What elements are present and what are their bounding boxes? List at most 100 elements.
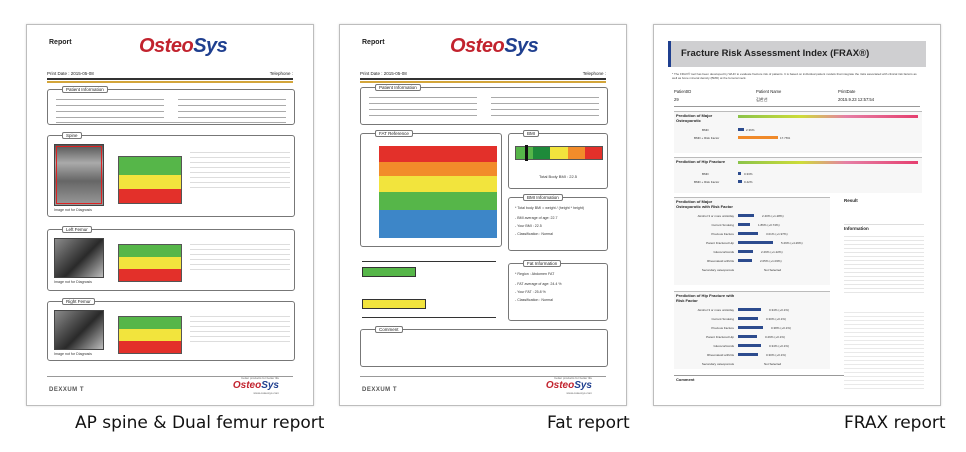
fat-bar-2 — [362, 299, 426, 309]
information-notes — [844, 309, 924, 390]
bmi-title: BMI — [523, 130, 540, 137]
comment-box: Comment — [360, 326, 608, 367]
col-print-date: PrintDate — [838, 89, 856, 94]
fat-report-thumbnail: Report OsteoSys Print Date : 2015-05-08 … — [339, 24, 627, 406]
fat-information-title: Fat Information — [523, 260, 562, 267]
footer-osteosys-logo: better products for better life OsteoSys… — [545, 376, 592, 395]
hip-rf-label: Current Smoking — [711, 317, 734, 321]
information-table — [844, 233, 924, 296]
frax-title-bar: Fracture Risk Assessment Index (FRAX®) — [668, 41, 926, 67]
right-femur-xray-image — [54, 310, 104, 350]
spine-box: Spine Image not for Diagnosis — [47, 132, 295, 217]
hip-rf-bar — [738, 353, 758, 356]
patient-name-value: 김한선 — [756, 97, 768, 102]
hip-rf-label: Secondary osteoporosis — [701, 362, 734, 366]
comment-title: Comment — [375, 326, 403, 333]
frax-comment-title: Comment — [676, 377, 695, 382]
hip-rf-bar — [738, 326, 763, 329]
print-meta: Print Date : 2015-05-08 Telephone : — [360, 71, 606, 76]
frax-patient-values: 29 김한선 2015.9.23 12:57:54 — [674, 97, 920, 107]
fat-reference-title: FAT Reference — [375, 130, 413, 137]
major-risk-factor-section: Prediction of Major Osteoporotic with Ri… — [674, 197, 830, 285]
hip-rf-bar — [738, 335, 757, 338]
right-femur-results-table — [190, 312, 290, 342]
major-rf-label: Rheumatoid arthritis — [707, 259, 734, 263]
frax-patient-header: PatientID Patient Name PrintDate — [674, 89, 920, 94]
spine-xray-image — [54, 144, 104, 206]
result-heading: Result — [844, 198, 858, 203]
bmi-information-title: BMI Information — [523, 194, 563, 201]
frax-title: Fracture Risk Assessment Index (FRAX®) — [681, 48, 870, 59]
spine-roi-box — [56, 146, 102, 204]
hip-rf-label: Previous fracture — [711, 326, 734, 330]
col-patient-name: Patient Name — [756, 89, 782, 94]
print-date-value: 2015.9.23 12:57:54 — [838, 97, 875, 102]
major-risk-factor-title: Prediction of Major Osteoporotic with Ri… — [676, 199, 733, 209]
fat-your: - Your FAT : 25.8 % — [515, 290, 546, 294]
hip-rf-value: Not Selected — [764, 362, 782, 366]
bmi-information-box: BMI Information * Total body BMI = weigh… — [508, 194, 608, 251]
major-rf-value: 2.05% (+1.03%) — [760, 259, 782, 263]
hip-rf-value: 0.30% (+0.1%) — [766, 317, 786, 321]
major-rf-value: 5.29% (+4.26%) — [781, 241, 803, 245]
dexxum-logo: DEXXUM T — [49, 387, 85, 393]
hip-rf-bar — [738, 308, 761, 311]
right-femur-box: Right Femur Image not for Diagnosis — [47, 298, 295, 361]
left-femur-results-table — [190, 240, 290, 270]
major-rf-bar — [738, 214, 754, 217]
left-femur-not-for-diagnosis: Image not for Diagnosis — [54, 280, 92, 284]
right-femur-title: Right Femur — [62, 298, 95, 305]
frax-right-column: Result Information — [844, 197, 924, 390]
spine-title: Spine — [62, 132, 82, 139]
major-bmd-rf-bar — [738, 136, 778, 139]
left-femur-reference-chart — [118, 244, 182, 282]
footer-osteosys-logo: better products for better life OsteoSys… — [232, 376, 279, 395]
left-femur-title: Left Femur — [62, 226, 92, 233]
report-label: Report — [49, 39, 72, 46]
major-rf-bar — [738, 241, 773, 244]
major-rf-bar — [738, 232, 758, 235]
fat-bars-box — [362, 255, 502, 321]
print-meta: Print Date : 2015-05-08 Telephone : — [47, 71, 293, 76]
spine-not-for-diagnosis: Image not for Diagnosis — [54, 208, 92, 212]
caption-frax: FRAX report — [844, 413, 946, 433]
major-bmd-bar — [738, 128, 744, 131]
dexxum-logo: DEXXUM T — [362, 387, 398, 393]
frax-report-thumbnail: Fracture Risk Assessment Index (FRAX®) *… — [653, 24, 941, 406]
major-rf-label: Secondary osteoporosis — [701, 268, 734, 272]
hip-bmd-bar — [738, 172, 741, 175]
frax-comment-section: Comment — [674, 375, 922, 383]
header-rule-accent — [47, 81, 293, 83]
major-rf-label: Alcohol 3 or more units/day — [697, 214, 734, 218]
bmi-scale — [515, 146, 603, 160]
patient-info-box: Patient Information — [360, 84, 608, 125]
footer-rule — [360, 376, 606, 377]
fat-bar-1 — [362, 267, 416, 277]
spine-results-table — [190, 148, 290, 188]
fat-average: - FAT average of age: 24.4 % — [515, 282, 562, 286]
print-date: Print Date : 2015-05-08 — [47, 71, 94, 76]
major-rf-label: Previous fracture — [711, 232, 734, 236]
major-rf-label: Current Smoking — [711, 223, 734, 227]
fat-reference-box: FAT Reference — [360, 130, 502, 247]
spine-femur-report-thumbnail: Report OsteoSys Print Date : 2015-05-08 … — [26, 24, 314, 406]
major-rf-value: 3.01% (+1.97%) — [766, 232, 788, 236]
major-rf-label: Glucocorticoids — [713, 250, 734, 254]
fat-region: * Region : Abdomen FAT — [515, 272, 555, 276]
hip-rf-label: Glucocorticoids — [713, 344, 734, 348]
hip-rf-label: Alcohol 3 or more units/day — [697, 308, 734, 312]
fat-information-box: Fat Information * Region : Abdomen FAT -… — [508, 260, 608, 321]
osteosys-logo: OsteoSys — [139, 35, 228, 57]
patient-info-title: Patient Information — [62, 86, 108, 93]
information-heading: Information — [844, 226, 869, 232]
hip-fracture-section: Prediction of Hip Fracture BMD 0.33% BMD… — [674, 157, 922, 193]
major-rf-bar — [738, 223, 750, 226]
bmi-classification: - Classification : Normal — [515, 232, 553, 236]
hip-rf-value: 0.30% (+0.1%) — [766, 353, 786, 357]
patient-info-title: Patient Information — [375, 84, 421, 91]
major-rf-bar — [738, 250, 753, 253]
major-rf-bar — [738, 259, 752, 262]
major-rf-value: 1.86% (+0.74%) — [758, 223, 780, 227]
osteosys-logo: OsteoSys — [450, 35, 539, 57]
major-rf-value: 2.40% (+1.28%) — [762, 214, 784, 218]
